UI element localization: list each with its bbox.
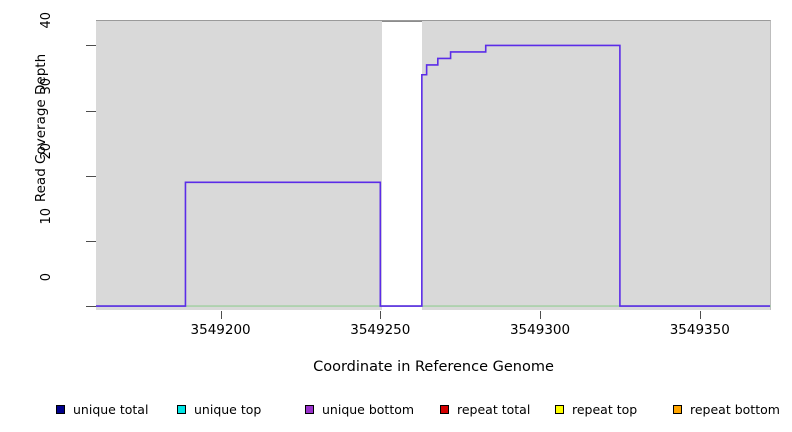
- legend-label: unique top: [194, 401, 262, 417]
- plot-area-background: [96, 20, 771, 311]
- y-tick-mark: [86, 306, 96, 307]
- legend-swatch-icon: [440, 404, 449, 414]
- legend-swatch-icon: [177, 404, 186, 414]
- y-tick-mark: [86, 176, 96, 177]
- x-tick-label: 3549200: [190, 322, 251, 338]
- x-tick-mark: [540, 311, 541, 319]
- y-tick-mark: [86, 111, 96, 112]
- legend-swatch-icon: [555, 404, 564, 414]
- legend-label: repeat top: [572, 401, 638, 417]
- x-tick-mark: [221, 311, 222, 319]
- x-tick-label: 3549250: [350, 322, 411, 338]
- legend: unique total unique top unique bottom repea…: [0, 398, 792, 420]
- series-line-unique-bottom: [96, 44, 771, 307]
- legend-item-unique-bottom[interactable]: unique bottom: [305, 398, 414, 420]
- legend-item-unique-top[interactable]: unique top: [177, 398, 261, 420]
- legend-swatch-icon: [305, 404, 314, 414]
- y-axis-title: Read Coverage Depth: [33, 53, 49, 203]
- legend-swatch-icon: [673, 404, 682, 414]
- x-tick-label: 3549300: [509, 322, 571, 338]
- legend-item-repeat-total[interactable]: repeat total: [440, 398, 530, 420]
- no-data-gap-region: [381, 21, 422, 311]
- legend-label: repeat bottom: [690, 401, 780, 417]
- legend-label: unique total: [73, 401, 149, 417]
- series-layer: [96, 44, 771, 307]
- legend-item-unique-total[interactable]: unique total: [56, 398, 148, 420]
- legend-label: unique bottom: [322, 401, 415, 417]
- x-tick-label: 3549350: [669, 322, 730, 338]
- x-axis-title: Coordinate in Reference Genome: [313, 359, 554, 375]
- x-tick-mark: [700, 311, 701, 319]
- legend-item-repeat-top[interactable]: repeat top: [555, 398, 637, 420]
- y-tick-mark: [86, 241, 96, 242]
- legend-swatch-icon: [56, 404, 65, 414]
- legend-label: repeat total: [457, 401, 531, 417]
- y-tick-mark: [86, 45, 96, 46]
- legend-item-repeat-bottom[interactable]: repeat bottom: [673, 398, 780, 420]
- x-tick-mark: [380, 311, 381, 319]
- y-tick-label: 0: [39, 273, 54, 282]
